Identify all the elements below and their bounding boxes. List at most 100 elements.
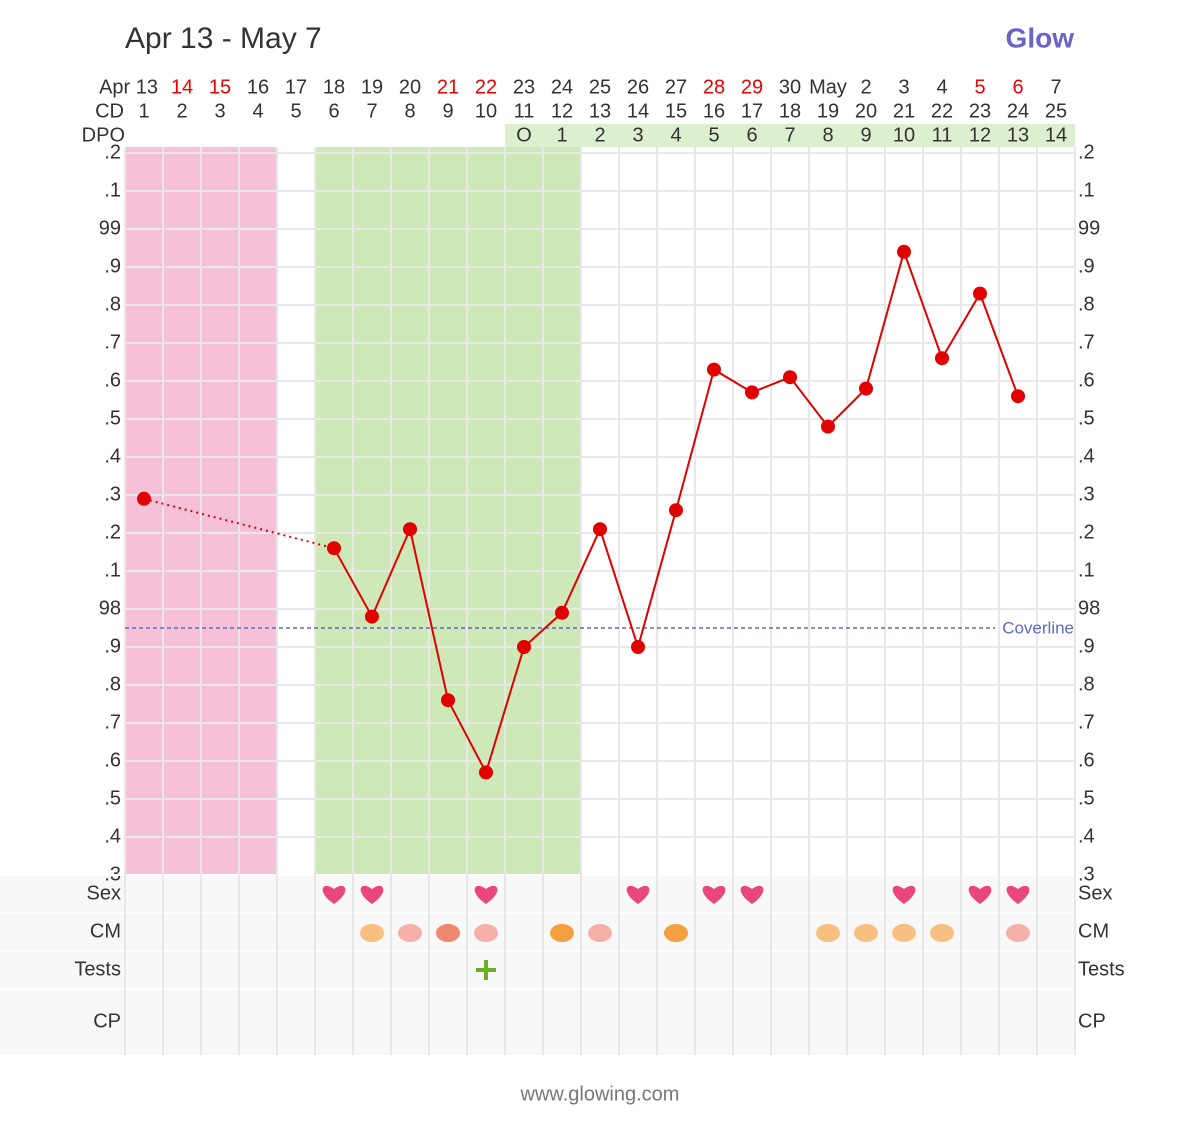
y-tick-label-right: .5 — [1078, 407, 1095, 429]
cm-icon — [816, 924, 840, 942]
y-tick-label-right: 99 — [1078, 217, 1100, 239]
dpo-value: 14 — [1045, 124, 1067, 146]
cd-value: 22 — [931, 100, 953, 122]
y-tick-label-right: .9 — [1078, 635, 1095, 657]
date-label: 14 — [171, 76, 193, 98]
date-label: 22 — [475, 76, 497, 98]
date-label: 6 — [1012, 76, 1023, 98]
date-label: 7 — [1050, 76, 1061, 98]
row-label-right: CP — [1078, 1010, 1106, 1032]
date-label: 19 — [361, 76, 383, 98]
dpo-value: 11 — [932, 124, 953, 146]
cd-value: 25 — [1045, 100, 1067, 122]
dpo-value: 3 — [632, 124, 643, 146]
cd-value: 24 — [1007, 100, 1029, 122]
dpo-value: 13 — [1007, 124, 1029, 146]
y-tick-label: .5 — [104, 787, 121, 809]
y-tick-label: .3 — [104, 483, 121, 505]
y-tick-label-right: .6 — [1078, 749, 1095, 771]
cm-icon — [892, 924, 916, 942]
y-tick-label: .2 — [104, 521, 121, 543]
y-tick-label-right: .2 — [1078, 521, 1095, 543]
temperature-point — [327, 541, 341, 556]
cd-value: 11 — [514, 100, 535, 122]
date-label: 29 — [741, 76, 763, 98]
temperature-point — [137, 491, 151, 506]
logo: Glow — [1006, 22, 1075, 53]
cm-icon — [854, 924, 878, 942]
y-tick-label-right: .8 — [1078, 673, 1095, 695]
y-tick-label: 99 — [99, 217, 121, 239]
dpo-value: 1 — [556, 124, 567, 146]
temperature-point — [1011, 389, 1025, 404]
date-label: 27 — [665, 76, 687, 98]
cd-value: 6 — [328, 100, 339, 122]
cd-value: 4 — [252, 100, 263, 122]
y-tick-label-right: .2 — [1078, 141, 1095, 163]
dpo-value: 10 — [893, 124, 915, 146]
y-tick-label: .5 — [104, 407, 121, 429]
cd-value: 10 — [475, 100, 497, 122]
temperature-point — [897, 244, 911, 259]
y-tick-label-right: .7 — [1078, 711, 1095, 733]
temperature-point — [935, 351, 949, 366]
date-label: 30 — [779, 76, 801, 98]
y-tick-label: .9 — [104, 635, 121, 657]
row-label-right: Tests — [1078, 958, 1125, 980]
dpo-background — [505, 124, 1075, 147]
date-label: 17 — [285, 76, 307, 98]
temperature-point — [441, 693, 455, 708]
cm-icon — [436, 924, 460, 942]
y-tick-label-right: .1 — [1078, 179, 1095, 201]
footer: www.glowing.com — [520, 1083, 680, 1105]
y-tick-label: .1 — [104, 179, 121, 201]
temperature-point — [631, 640, 645, 654]
test-icon — [476, 960, 496, 980]
row-label-right: Sex — [1078, 882, 1112, 904]
dpo-value: 5 — [708, 124, 719, 146]
heart-icon — [474, 885, 498, 904]
dpo-value: 6 — [746, 124, 757, 146]
cm-icon — [360, 924, 384, 942]
row-label: CM — [90, 920, 121, 942]
y-tick-label: .4 — [104, 445, 121, 467]
cd-value: 14 — [627, 100, 649, 122]
y-tick-label-right: .4 — [1078, 825, 1095, 847]
date-label: 26 — [627, 76, 649, 98]
cd-value: 7 — [366, 100, 377, 122]
date-label: May — [809, 76, 847, 98]
cd-value: 9 — [442, 100, 453, 122]
temperature-point — [821, 419, 835, 434]
y-tick-label-right: .7 — [1078, 331, 1095, 353]
date-label: 28 — [703, 76, 725, 98]
heart-icon — [360, 885, 384, 904]
y-tick-label: .8 — [104, 673, 121, 695]
dpo-value: 9 — [860, 124, 871, 146]
dpo-value: 12 — [969, 124, 991, 146]
y-tick-label: .2 — [104, 141, 121, 163]
rows-background — [0, 875, 1075, 1055]
date-label: 25 — [589, 76, 611, 98]
temperature-point — [365, 609, 379, 624]
temperature-point — [669, 503, 683, 518]
dpo-value: O — [516, 124, 532, 146]
cm-icon — [930, 924, 954, 942]
row-label: CP — [93, 1010, 121, 1032]
cd-value: 17 — [741, 100, 763, 122]
dpo-value: 2 — [594, 124, 605, 146]
y-tick-label: .6 — [104, 369, 121, 391]
coverline-label: Coverline — [1002, 618, 1074, 637]
chart-title: Apr 13 - May 7 — [125, 22, 322, 55]
cm-icon — [474, 924, 498, 942]
cm-icon — [1006, 924, 1030, 942]
temperature-point — [745, 385, 759, 400]
row-label: Sex — [87, 882, 121, 904]
date-label: 23 — [513, 76, 535, 98]
y-tick-label: .9 — [104, 255, 121, 277]
cm-icon — [664, 924, 688, 942]
cd-value: 8 — [404, 100, 415, 122]
temperature-point — [973, 286, 987, 301]
temperature-point — [403, 522, 417, 537]
y-tick-label-right: .5 — [1078, 787, 1095, 809]
